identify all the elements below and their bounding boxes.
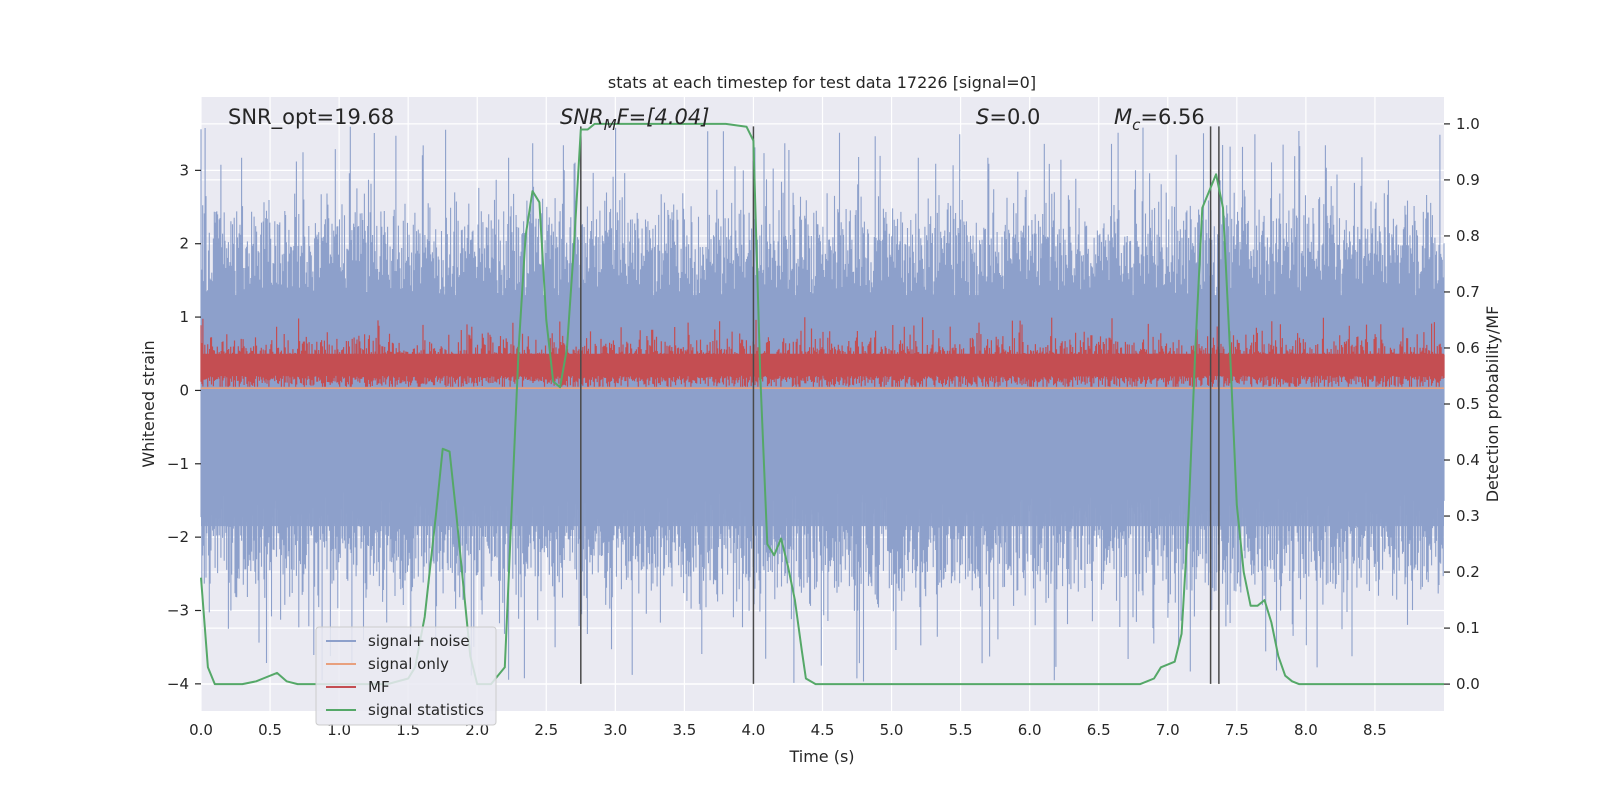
legend-label-signal-only: signal only: [368, 655, 449, 673]
x-tick-label: 6.0: [1018, 721, 1042, 739]
y-left-tick-label: 3: [179, 161, 189, 179]
x-tick-label: 0.0: [189, 721, 213, 739]
x-axis-title: Time (s): [788, 747, 854, 766]
x-tick-label: 7.5: [1225, 721, 1249, 739]
y-left-tick-label: −1: [167, 455, 189, 473]
y-right-tick-label: 0.4: [1456, 451, 1480, 469]
y-left-tick-label: −4: [167, 675, 189, 693]
y-right-tick-label: 0.1: [1456, 619, 1480, 637]
annotation-snr-mf: SNRMF=[4.04]: [560, 105, 709, 134]
annotation-mc-rest: =6.56: [1140, 105, 1204, 129]
legend-label-mf: MF: [368, 678, 390, 696]
x-tick-label: 4.0: [742, 721, 766, 739]
x-tick-label: 5.0: [880, 721, 904, 739]
x-axis-ticks: 0.0 0.5 1.0 1.5 2.0 2.5 3.0 3.5 4.0 4.5 5.0 5.5 6.0 6…: [189, 721, 1387, 739]
y-left-tick-label: −2: [167, 528, 189, 546]
y-right-tick-label: 0.3: [1456, 507, 1480, 525]
x-tick-label: 6.5: [1087, 721, 1111, 739]
x-tick-label: 8.5: [1363, 721, 1387, 739]
x-tick-label: 0.5: [258, 721, 282, 739]
y-left-tick-label: 1: [179, 308, 189, 326]
vertical-lines: [580, 126, 1220, 684]
x-tick-label: 3.0: [603, 721, 627, 739]
annotation-snr-mf-rest: F=[4.04]: [617, 105, 710, 129]
y-left-axis-ticks: 3 2 1 0 −1 −2 −3 −4: [167, 161, 201, 693]
chart-title: stats at each timestep for test data 172…: [608, 73, 1036, 92]
x-tick-label: 4.5: [811, 721, 835, 739]
annotation-snr-opt: SNR_opt=19.68: [228, 105, 394, 130]
y-left-tick-label: 2: [179, 235, 189, 253]
y-left-axis-title: Whitened strain: [139, 340, 158, 467]
x-tick-label: 7.0: [1156, 721, 1180, 739]
y-right-tick-label: 0.7: [1456, 283, 1480, 301]
y-left-tick-label: 0: [179, 381, 189, 399]
annotation-s: S=0.0: [976, 105, 1040, 129]
annotation-s-rest: =0.0: [989, 105, 1040, 129]
y-right-axis-ticks: 1.0 0.9 0.8 0.7 0.6 0.5 0.4 0.3 0.2 0.1 0.0: [1444, 115, 1480, 693]
annotation-mc-main: M: [1114, 105, 1132, 129]
legend-label-signal-statistics: signal statistics: [368, 701, 484, 719]
y-right-tick-label: 0.8: [1456, 227, 1480, 245]
y-right-tick-label: 0.5: [1456, 395, 1480, 413]
y-right-tick-label: 1.0: [1456, 115, 1480, 133]
y-right-axis-title: Detection probability/MF: [1483, 306, 1502, 503]
y-right-tick-label: 0.2: [1456, 563, 1480, 581]
x-tick-label: 8.0: [1294, 721, 1318, 739]
annotation-snr-mf-sub: M: [604, 116, 617, 134]
y-left-tick-label: −3: [167, 602, 189, 620]
annotation-mc-sub: c: [1132, 116, 1141, 134]
annotation-snr-mf-main: SNR: [560, 105, 604, 129]
series-mf: [200, 317, 1445, 387]
y-right-tick-label: 0.9: [1456, 171, 1480, 189]
x-tick-label: 3.5: [672, 721, 696, 739]
annotation-mc: Mc=6.56: [1114, 105, 1205, 134]
legend: signal+ noise signal only MF signal stat…: [315, 626, 497, 726]
y-right-tick-label: 0.0: [1456, 675, 1480, 693]
x-tick-label: 5.5: [949, 721, 973, 739]
legend-box: [315, 626, 497, 726]
x-tick-label: 2.5: [534, 721, 558, 739]
y-right-tick-label: 0.6: [1456, 339, 1480, 357]
legend-label-signal-noise: signal+ noise: [368, 632, 470, 650]
annotation-s-main: S: [976, 105, 989, 129]
